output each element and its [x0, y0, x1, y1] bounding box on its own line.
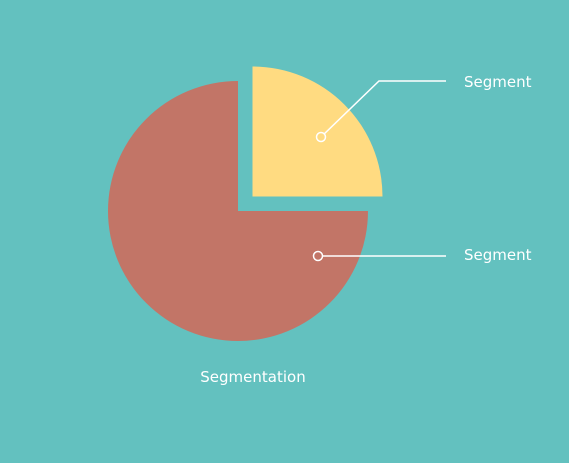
chart-title: Segmentation: [200, 368, 305, 386]
callout-line-segment-small: [320, 80, 446, 138]
callout-segment-small: Segment: [315, 73, 532, 143]
pie-slice-segment-small-exploded: [252, 66, 383, 197]
callout-segment-large: Segment: [312, 246, 532, 264]
callout-marker-segment-large: [312, 250, 324, 262]
slice-label-segment-large: Segment: [464, 246, 532, 264]
pie-slice-segment-large: [108, 81, 368, 341]
slice-label-segment-small: Segment: [464, 73, 532, 91]
callout-marker-segment-small: [315, 131, 327, 143]
